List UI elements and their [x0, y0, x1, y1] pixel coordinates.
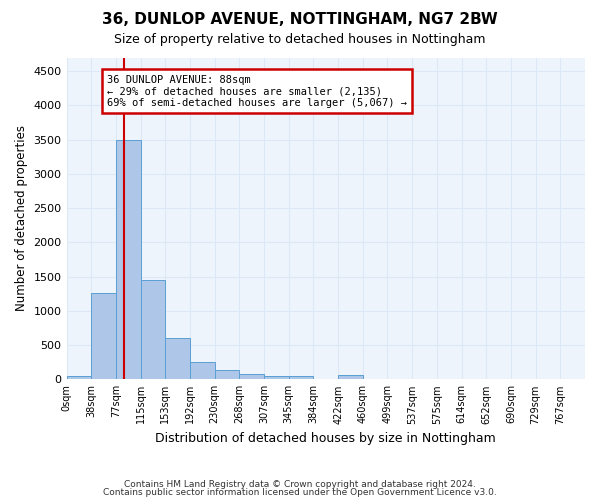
X-axis label: Distribution of detached houses by size in Nottingham: Distribution of detached houses by size …	[155, 432, 496, 445]
Text: Contains HM Land Registry data © Crown copyright and database right 2024.: Contains HM Land Registry data © Crown c…	[124, 480, 476, 489]
Bar	[215, 370, 239, 380]
Bar	[67, 376, 91, 380]
Bar	[165, 338, 190, 380]
Bar	[190, 362, 215, 380]
Y-axis label: Number of detached properties: Number of detached properties	[15, 126, 28, 312]
Bar	[338, 375, 363, 380]
Bar	[289, 376, 313, 380]
Bar	[116, 140, 140, 380]
Text: Contains public sector information licensed under the Open Government Licence v3: Contains public sector information licen…	[103, 488, 497, 497]
Bar	[264, 376, 289, 380]
Bar	[91, 293, 116, 380]
Text: 36, DUNLOP AVENUE, NOTTINGHAM, NG7 2BW: 36, DUNLOP AVENUE, NOTTINGHAM, NG7 2BW	[102, 12, 498, 28]
Bar	[239, 374, 264, 380]
Text: Size of property relative to detached houses in Nottingham: Size of property relative to detached ho…	[114, 32, 486, 46]
Text: 36 DUNLOP AVENUE: 88sqm
← 29% of detached houses are smaller (2,135)
69% of semi: 36 DUNLOP AVENUE: 88sqm ← 29% of detache…	[107, 74, 407, 108]
Bar	[140, 280, 165, 380]
